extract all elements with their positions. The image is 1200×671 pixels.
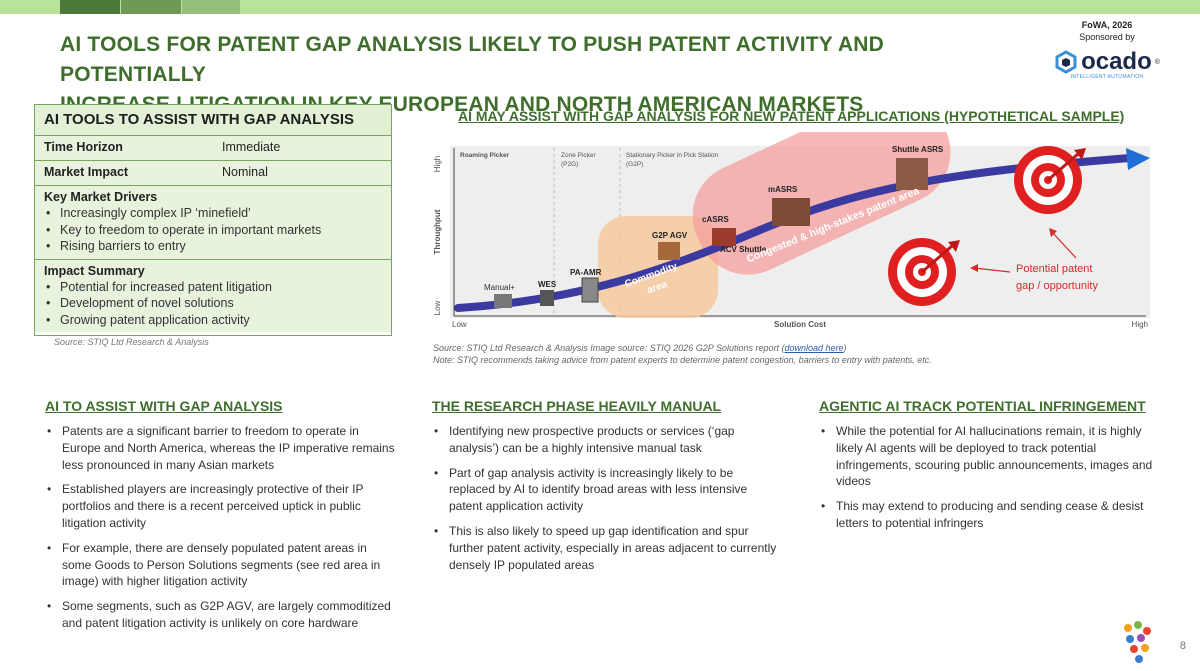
ocado-hex-icon <box>1055 50 1077 74</box>
column-heading: AGENTIC AI TRACK POTENTIAL INFRINGEMENT <box>819 398 1146 414</box>
column-bullets: While the potential for AI hallucination… <box>819 423 1169 532</box>
segment-label: Roaming Picker <box>460 152 510 159</box>
stiq-logo-icon <box>1124 621 1151 663</box>
accent-segment-1 <box>60 0 120 14</box>
arrow-head-icon <box>1126 148 1150 170</box>
solution-label: PA-AMR <box>570 268 602 277</box>
summary-box: AI TOOLS TO ASSIST WITH GAP ANALYSIS Tim… <box>34 104 392 336</box>
list-item: Potential for increased patent litigatio… <box>44 279 382 296</box>
solution-label: Manual+ <box>484 283 515 292</box>
time-horizon-label: Time Horizon <box>44 140 123 154</box>
list-item: Development of novel solutions <box>44 295 382 312</box>
casrs-icon <box>712 228 736 246</box>
solution-label: WES <box>538 280 557 289</box>
chart-title: AI MAY ASSIST WITH GAP ANALYSIS FOR NEW … <box>458 108 1125 124</box>
accent-segment-4 <box>241 0 299 14</box>
sponsor-logo-word: ocado <box>1081 48 1152 75</box>
list-item: Rising barriers to entry <box>44 238 382 255</box>
opportunity-label-line-2: gap / opportunity <box>1016 280 1098 292</box>
pointer-arrow-head-icon <box>1049 228 1057 237</box>
list-item: Part of gap analysis activity is increas… <box>432 465 782 515</box>
list-item: Key to freedom to operate in important m… <box>44 222 382 239</box>
accent-segment-3 <box>182 0 240 14</box>
x-axis-label: Solution Cost <box>774 320 826 329</box>
chart-source-suffix: ) <box>843 343 847 353</box>
pa-amr-icon <box>581 277 599 303</box>
impact-summary-block: Impact Summary Potential for increased p… <box>35 259 391 332</box>
list-item: Established players are increasingly pro… <box>45 481 395 531</box>
market-impact-label: Market Impact <box>44 165 129 179</box>
column-research-phase: THE RESEARCH PHASE HEAVILY MANUAL Identi… <box>432 398 782 581</box>
target-icon <box>1014 146 1086 214</box>
list-item: For example, there are densely populated… <box>45 540 395 590</box>
chart-source-prefix: Source: STIQ Ltd Research & Analysis Ima… <box>433 343 785 353</box>
ocado-logo: ocado ® <box>1052 47 1162 77</box>
summary-title: AI TOOLS TO ASSIST WITH GAP ANALYSIS <box>35 105 391 136</box>
impact-summary-heading: Impact Summary <box>44 263 145 278</box>
solution-label: Shuttle ASRS <box>892 145 944 154</box>
time-horizon-row: Time Horizon Immediate <box>35 136 391 161</box>
x-axis-low-label: Low <box>452 320 467 329</box>
column-bullets: Patents are a significant barrier to fre… <box>45 423 395 632</box>
sponsored-by-label: Sponsored by <box>1079 32 1135 42</box>
download-link[interactable]: download here <box>784 343 844 353</box>
pointer-arrow-head-icon <box>970 264 978 272</box>
key-drivers-heading: Key Market Drivers <box>44 190 158 204</box>
key-drivers-block: Key Market Drivers Increasingly complex … <box>35 186 391 260</box>
column-gap-analysis: AI TO ASSIST WITH GAP ANALYSIS Patents a… <box>45 398 395 640</box>
masrs-icon <box>772 198 810 226</box>
target-icon <box>888 238 960 306</box>
opportunity-label-line-1: Potential patent <box>1016 263 1092 275</box>
y-axis-label: Throughput <box>433 209 442 254</box>
column-heading: THE RESEARCH PHASE HEAVILY MANUAL <box>432 398 722 414</box>
page-title-line-1: AI TOOLS FOR PATENT GAP ANALYSIS LIKELY … <box>60 33 884 86</box>
list-item: Increasingly complex IP ‘minefield’ <box>44 205 382 222</box>
x-axis-high-label: High <box>1132 320 1148 329</box>
y-axis-low-label: Low <box>433 300 442 315</box>
shuttle-asrs-icon <box>896 158 928 190</box>
segment-label: (G2P) <box>626 161 643 168</box>
growth-arrow <box>454 154 1134 312</box>
y-axis-high-label: High <box>433 156 442 172</box>
column-bullets: Identifying new prospective products or … <box>432 423 782 573</box>
solution-label: ACV Shuttle <box>720 245 767 254</box>
pointer-arrow <box>973 267 1011 273</box>
market-impact-value: Nominal <box>222 165 268 179</box>
pointer-arrow <box>1051 231 1077 259</box>
list-item: While the potential for AI hallucination… <box>819 423 1169 490</box>
chart-source: Source: STIQ Ltd Research & Analysis Ima… <box>433 342 932 366</box>
solutions-chart-svg: High Throughput Low Low Solution Cost Hi… <box>433 132 1150 329</box>
key-drivers-list: Increasingly complex IP ‘minefield’ Key … <box>44 205 382 255</box>
solutions-chart: High Throughput Low Low Solution Cost Hi… <box>430 132 1152 332</box>
list-item: Identifying new prospective products or … <box>432 423 782 457</box>
list-item: Some segments, such as G2P AGV, are larg… <box>45 598 395 632</box>
solution-label: cASRS <box>702 215 729 224</box>
column-heading: AI TO ASSIST WITH GAP ANALYSIS <box>45 398 283 414</box>
sponsor-tagline: INTELLIGENT AUTOMATION <box>1070 74 1144 80</box>
accent-segment-2 <box>121 0 181 14</box>
market-impact-row: Market Impact Nominal <box>35 161 391 186</box>
top-accent-bar <box>0 0 1200 14</box>
event-label: FoWA, 2026 <box>1081 20 1133 30</box>
sponsor-block: FoWA, 2026 Sponsored by ocado ® INTELLIGE… <box>1052 20 1162 80</box>
solution-label: mASRS <box>768 185 798 194</box>
summary-source: Source: STIQ Ltd Research & Analysis <box>54 337 209 347</box>
list-item: Patents are a significant barrier to fre… <box>45 423 395 473</box>
g2p-agv-icon <box>658 242 680 260</box>
segment-label: Zone Picker <box>561 152 597 159</box>
list-item: This is also likely to speed up gap iden… <box>432 523 782 573</box>
segment-label: Stationary Picker in Pick Station <box>626 152 719 159</box>
impact-summary-list: Potential for increased patent litigatio… <box>44 279 382 329</box>
segment-label: (P2G) <box>561 161 578 168</box>
wes-icon <box>540 290 554 306</box>
list-item: This may extend to producing and sending… <box>819 498 1169 532</box>
manual-icon <box>494 294 512 308</box>
time-horizon-value: Immediate <box>222 140 281 154</box>
chart-note: Note: STIQ recommends taking advice from… <box>433 355 932 365</box>
page-number: 8 <box>1179 640 1186 652</box>
column-agentic-ai: AGENTIC AI TRACK POTENTIAL INFRINGEMENT … <box>819 398 1169 540</box>
solution-label: G2P AGV <box>652 231 688 240</box>
list-item: Growing patent application activity <box>44 312 382 329</box>
registered-mark-icon: ® <box>1154 58 1160 66</box>
